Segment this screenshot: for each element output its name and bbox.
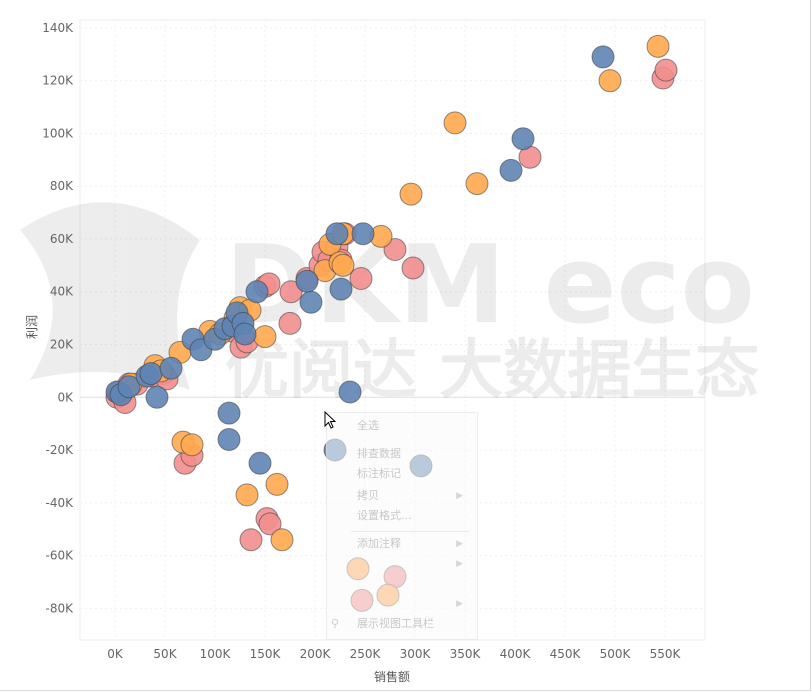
data-point[interactable] [279, 280, 303, 304]
y-axis-ticks: 140K 120K 100K 80K 60K 40K 20K 0K -20K -40K -60K -8… [42, 21, 74, 615]
mouse-cursor-icon [324, 411, 337, 429]
x-tick-label: 550K [650, 647, 682, 661]
x-tick-label: 0K [107, 647, 124, 661]
menu-item-view-data[interactable]: 排查数据 [357, 447, 401, 460]
data-point[interactable] [270, 528, 294, 552]
data-point[interactable] [217, 401, 241, 425]
menu-item-format[interactable]: 设置格式... [357, 509, 412, 522]
data-point[interactable] [180, 433, 204, 457]
submenu-arrow-icon: ▶ [456, 539, 463, 549]
y-tick-label: 20K [50, 338, 74, 352]
y-tick-label: 60K [50, 232, 74, 246]
data-point[interactable] [443, 111, 467, 135]
search-icon: ⚲ [331, 617, 340, 630]
x-axis-ticks: 0K 50K 100K 150K 200K 250K 300K 350K 400K 450K 500… [107, 647, 681, 661]
data-point[interactable] [646, 34, 670, 58]
plot-area [79, 19, 706, 641]
data-point[interactable] [265, 472, 289, 496]
data-point[interactable] [145, 385, 169, 409]
menu-item-annotate[interactable]: 添加注释 [357, 537, 401, 550]
menu-item-copy-label: 拷贝 [357, 489, 379, 502]
x-tick-label: 100K [200, 647, 232, 661]
data-point[interactable] [351, 222, 375, 246]
submenu-arrow-icon: ▶ [456, 559, 463, 569]
y-tick-label: -60K [46, 549, 75, 563]
menu-item-mark-label[interactable]: 标注标记 [357, 467, 401, 480]
x-tick-label: 50K [153, 647, 177, 661]
data-point[interactable] [117, 375, 141, 399]
context-menu: 全选 排查数据 标注标记 拷贝 ▶ 设置格式... 添加注释 ▶ ▶ ▶ ⚲ 展… [326, 412, 478, 640]
x-tick-label: 300K [400, 647, 432, 661]
x-tick-label: 200K [300, 647, 332, 661]
data-point[interactable] [139, 362, 163, 386]
data-point[interactable] [465, 172, 489, 196]
x-tick-label: 150K [250, 647, 282, 661]
y-tick-label: -80K [46, 601, 75, 615]
menu-item-copy[interactable]: 拷贝 [357, 487, 379, 505]
y-tick-label: -40K [46, 496, 75, 510]
submenu-arrow-icon: ▶ [456, 491, 463, 501]
data-point[interactable] [248, 451, 272, 475]
data-point[interactable] [217, 427, 241, 451]
data-point[interactable] [598, 69, 622, 93]
y-tick-label: 0K [57, 390, 74, 404]
data-point[interactable] [235, 483, 259, 507]
data-point[interactable] [349, 267, 373, 291]
x-tick-label: 450K [550, 647, 582, 661]
data-point[interactable] [278, 311, 302, 335]
x-tick-label: 350K [450, 647, 482, 661]
data-point[interactable] [338, 380, 362, 404]
watermark-logo [20, 202, 200, 390]
y-tick-label: -20K [46, 443, 75, 457]
data-point[interactable] [253, 325, 277, 349]
y-tick-label: 40K [50, 285, 74, 299]
data-point[interactable] [245, 280, 269, 304]
y-axis-title: 利润 [25, 315, 39, 339]
data-point[interactable] [325, 222, 349, 246]
y-tick-label: 100K [42, 126, 74, 140]
data-point[interactable] [329, 277, 353, 301]
data-point[interactable] [295, 269, 319, 293]
x-tick-label: 250K [350, 647, 382, 661]
menu-separator [351, 531, 469, 532]
data-point[interactable] [331, 253, 355, 277]
data-point[interactable] [511, 127, 535, 151]
y-tick-label: 80K [50, 179, 74, 193]
data-point[interactable] [654, 58, 678, 82]
x-tick-label: 400K [500, 647, 532, 661]
data-point[interactable] [239, 528, 263, 552]
data-point[interactable] [399, 182, 423, 206]
data-point[interactable] [591, 45, 615, 69]
data-point[interactable] [401, 256, 425, 280]
submenu-arrow-icon: ▶ [456, 599, 463, 609]
x-axis-title: 销售额 [374, 669, 410, 684]
data-point[interactable] [299, 290, 323, 314]
data-point[interactable] [258, 512, 282, 536]
x-tick-label: 500K [600, 647, 632, 661]
watermark-caption: 优阅达 大数据生态 [225, 334, 759, 408]
data-point[interactable] [233, 322, 257, 346]
menu-item-show-toolbar[interactable]: 展示视图工具栏 [357, 617, 434, 630]
menu-item-select-all[interactable]: 全选 [357, 419, 379, 432]
data-points [105, 34, 678, 612]
y-tick-label: 120K [42, 74, 74, 88]
data-point[interactable] [159, 356, 183, 380]
data-point[interactable] [499, 158, 523, 182]
y-tick-label: 140K [42, 21, 74, 35]
